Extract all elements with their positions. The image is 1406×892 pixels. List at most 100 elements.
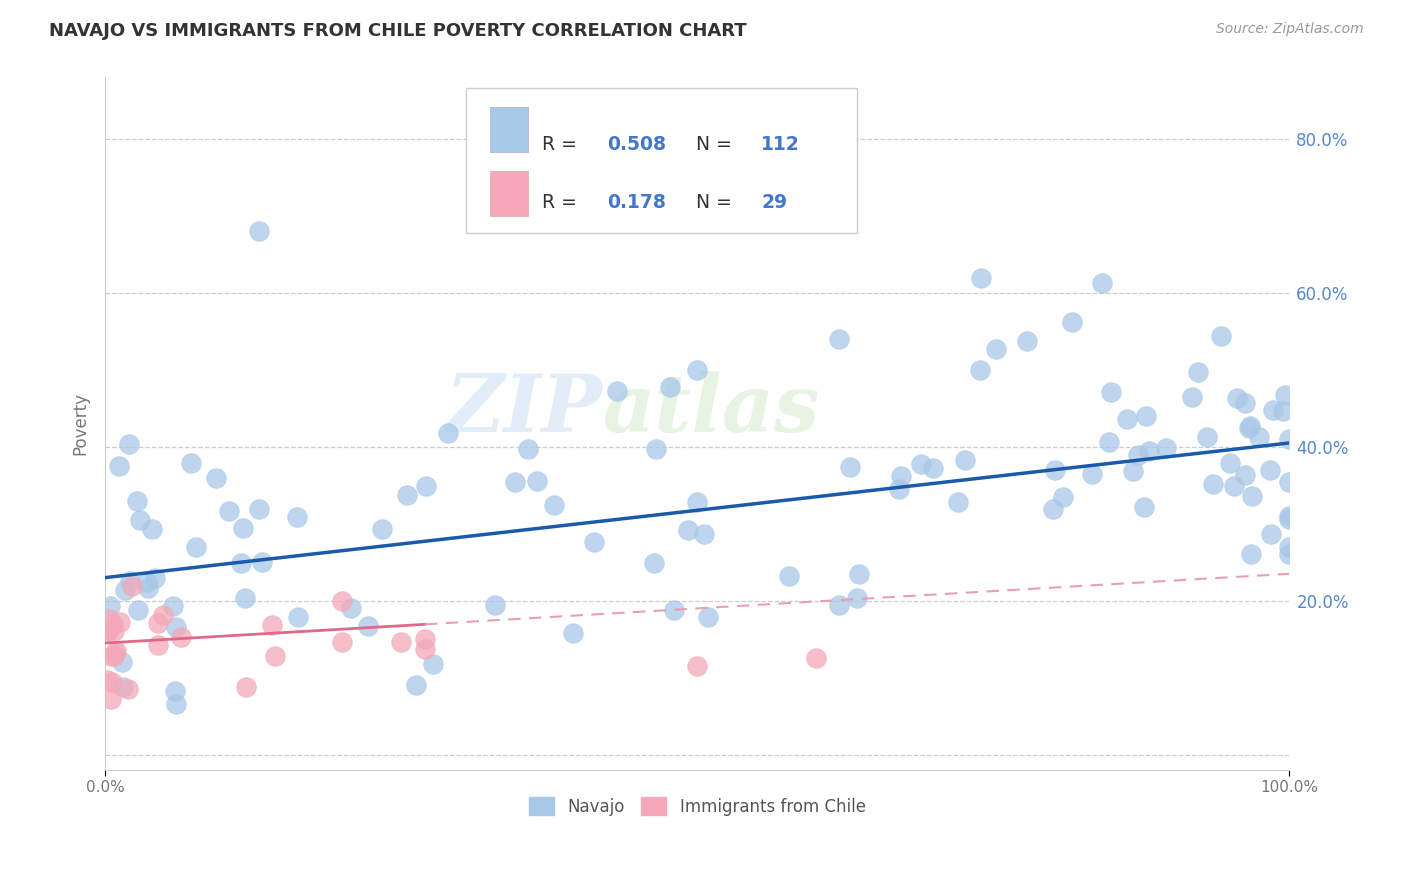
Point (146, 638, 169, 652)
Point (103, 624, 125, 639)
Point (163, 683, 186, 698)
Point (1272, 404, 1295, 418)
Point (1091, 276, 1114, 290)
Point (1234, 467, 1257, 482)
Point (946, 495, 969, 509)
Point (804, 651, 827, 665)
Point (1247, 430, 1270, 444)
Text: N =: N = (696, 193, 733, 211)
Text: atlas: atlas (603, 371, 820, 449)
Point (676, 523, 699, 537)
Point (1278, 540, 1301, 554)
Point (890, 469, 912, 483)
Point (97, 612, 120, 626)
Point (562, 626, 585, 640)
Point (686, 363, 709, 377)
Point (1181, 390, 1204, 404)
Point (986, 342, 1008, 356)
Point (1226, 391, 1249, 405)
Point (1261, 403, 1284, 417)
Point (114, 583, 136, 598)
Point (696, 610, 718, 624)
Point (330, 593, 353, 607)
FancyBboxPatch shape (467, 87, 858, 234)
Point (1278, 432, 1301, 446)
Point (1017, 334, 1039, 348)
Point (662, 603, 685, 617)
Point (970, 270, 993, 285)
Point (1237, 421, 1260, 435)
Point (693, 527, 716, 541)
Point (839, 459, 862, 474)
FancyBboxPatch shape (491, 107, 529, 153)
Point (1062, 316, 1084, 330)
Text: 29: 29 (761, 193, 787, 211)
Point (395, 488, 418, 502)
Point (165, 620, 187, 634)
Point (247, 501, 270, 516)
Point (184, 541, 207, 555)
Point (120, 574, 142, 588)
Point (1274, 388, 1296, 402)
Text: NAVAJO VS IMMIGRANTS FROM CHILE POVERTY CORRELATION CHART: NAVAJO VS IMMIGRANTS FROM CHILE POVERTY … (49, 22, 747, 40)
Point (1240, 548, 1263, 562)
Point (1219, 456, 1241, 470)
Point (1260, 526, 1282, 541)
Point (1223, 479, 1246, 493)
Point (643, 556, 665, 570)
Text: R =: R = (543, 135, 576, 154)
Point (121, 579, 143, 593)
Point (415, 479, 437, 493)
Point (1278, 475, 1301, 490)
Point (101, 675, 124, 690)
Point (143, 571, 166, 585)
Point (1043, 463, 1066, 477)
Point (422, 657, 444, 672)
Point (922, 461, 945, 475)
Point (162, 599, 184, 613)
Point (887, 482, 910, 496)
Point (235, 680, 257, 694)
Point (659, 380, 682, 394)
Point (1133, 500, 1156, 514)
Point (136, 574, 159, 589)
Point (105, 643, 128, 657)
Point (136, 581, 159, 595)
Point (231, 556, 253, 570)
Point (526, 474, 548, 488)
Point (250, 555, 273, 569)
Point (98, 624, 121, 638)
Point (413, 632, 436, 647)
Point (118, 437, 141, 451)
Point (686, 659, 709, 673)
Point (413, 642, 436, 657)
Point (389, 634, 412, 648)
Point (1239, 419, 1261, 434)
Text: R =: R = (543, 193, 576, 211)
Point (103, 648, 125, 663)
Point (1195, 430, 1218, 444)
Point (778, 569, 800, 583)
Point (606, 384, 628, 399)
Point (287, 610, 309, 624)
Text: Source: ZipAtlas.com: Source: ZipAtlas.com (1216, 22, 1364, 37)
Point (846, 591, 869, 606)
Point (1187, 365, 1209, 379)
Point (180, 457, 202, 471)
Point (1137, 444, 1160, 458)
FancyBboxPatch shape (491, 171, 529, 216)
Point (169, 630, 191, 644)
Point (1278, 547, 1301, 561)
Point (205, 471, 228, 485)
Point (1122, 463, 1144, 477)
Text: 112: 112 (761, 135, 800, 154)
Point (1258, 462, 1281, 476)
Point (141, 522, 163, 536)
Point (910, 457, 932, 471)
Point (686, 495, 709, 509)
Point (828, 332, 851, 346)
Point (503, 475, 526, 490)
Point (165, 697, 187, 711)
Point (247, 224, 270, 238)
Point (96, 673, 118, 688)
